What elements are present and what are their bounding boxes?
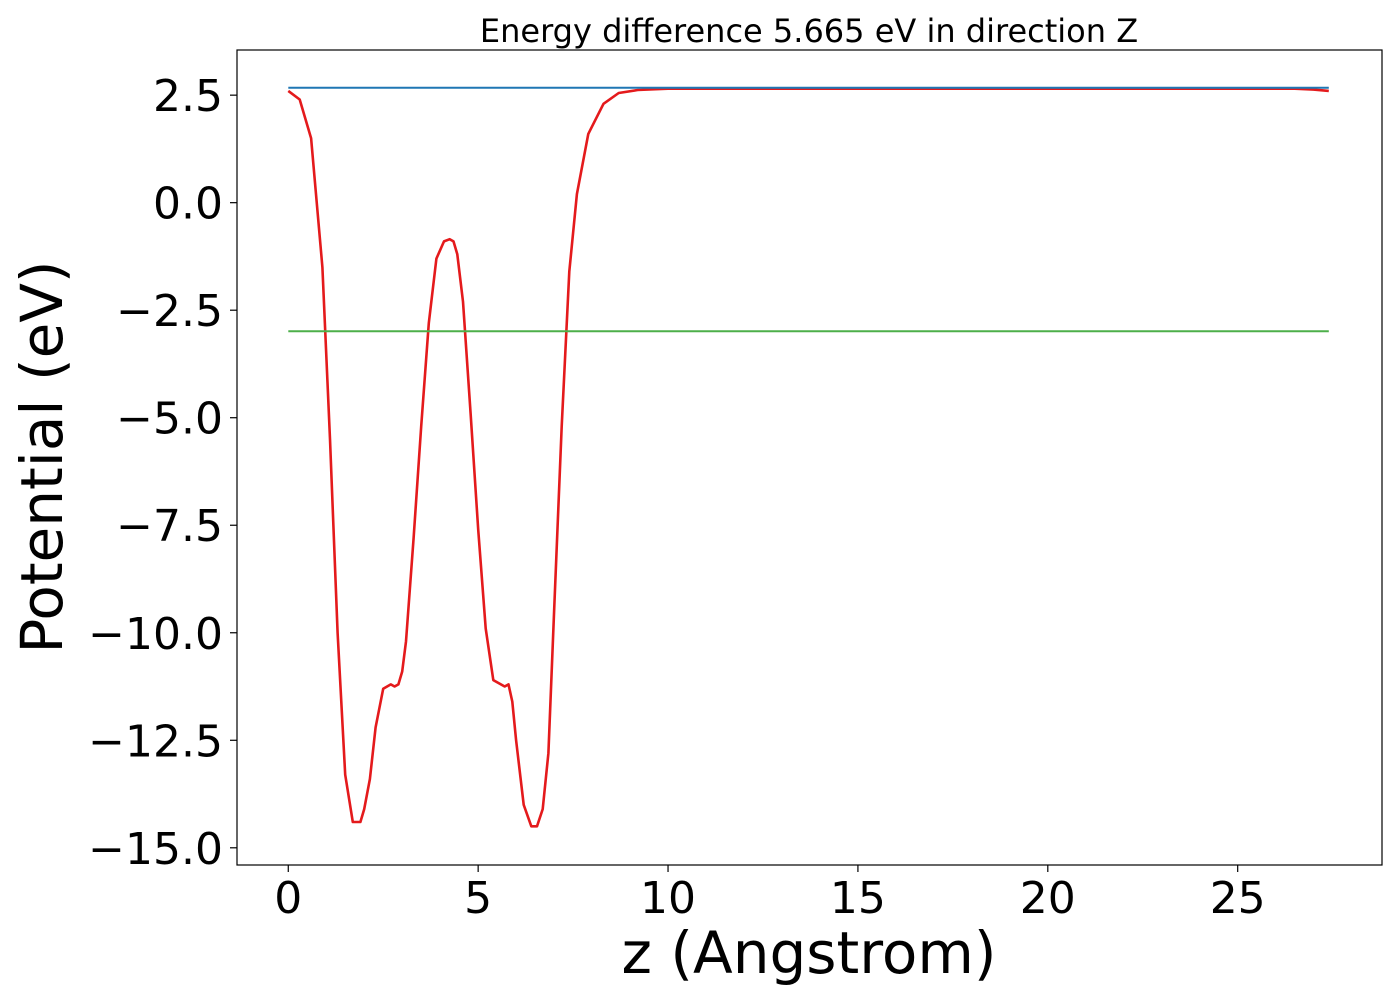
y-tick-label: −7.5 [116, 501, 223, 552]
y-tick-label: −2.5 [116, 286, 223, 337]
x-tick-label: 20 [1020, 873, 1076, 924]
x-tick-label: 5 [464, 873, 492, 924]
x-axis: 0 5 10 15 20 25 [274, 865, 1266, 924]
x-tick-label: 25 [1210, 873, 1266, 924]
x-tick-label: 10 [640, 873, 696, 924]
y-tick-label: −10.0 [88, 609, 223, 660]
y-tick-label: −15.0 [88, 824, 223, 875]
x-axis-label: z (Angstrom) [622, 919, 997, 987]
y-tick-label: −5.0 [116, 394, 223, 445]
y-tick-label: −12.5 [88, 716, 223, 767]
x-tick-label: 0 [274, 873, 302, 924]
axes-frame [236, 49, 1383, 866]
x-tick-label: 15 [830, 873, 886, 924]
y-axis-label: Potential (eV) [8, 260, 76, 653]
chart-title: Energy difference 5.665 eV in direction … [480, 12, 1138, 50]
plot-area [287, 86, 1329, 828]
y-tick-label: 2.5 [153, 71, 223, 122]
y-axis: 2.5 0.0 −2.5 −5.0 −7.5 −10.0 −12.5 −15.0 [88, 71, 237, 875]
series-line-0 [287, 87, 1329, 828]
y-tick-label: 0.0 [153, 179, 223, 230]
